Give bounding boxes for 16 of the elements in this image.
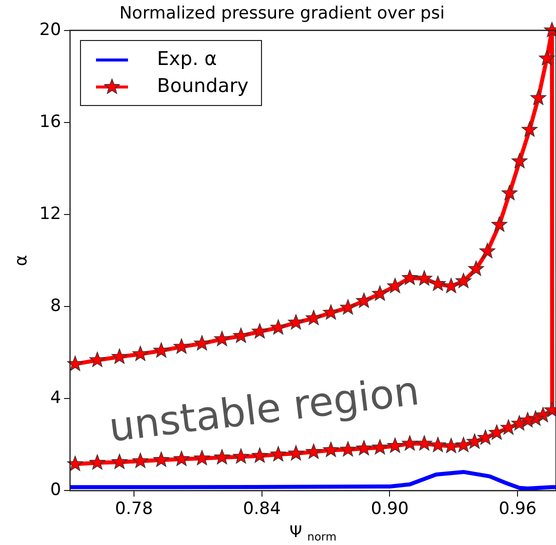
y-axis-title: α [12, 254, 32, 266]
legend-label: Exp. α [157, 47, 217, 72]
x-tick-label: 0.84 [242, 499, 281, 520]
x-axis-title: Ψ norm [290, 522, 336, 544]
y-tick-label: 0 [50, 480, 62, 500]
annotation: unstable region [106, 368, 422, 452]
chart-title: Normalized pressure gradient over psi [119, 4, 445, 24]
y-tick-label: 4 [50, 388, 62, 408]
y-tick-label: 16 [39, 112, 62, 132]
y-tick-label: 8 [50, 296, 62, 316]
legend-label: Boundary [157, 74, 249, 100]
y-tick-label: 12 [39, 204, 62, 224]
x-tick-label: 0.96 [498, 499, 537, 520]
x-tick-label: 0.90 [370, 499, 409, 520]
x-tick-label: 0.78 [115, 499, 153, 520]
y-tick-label: 20 [39, 20, 62, 40]
